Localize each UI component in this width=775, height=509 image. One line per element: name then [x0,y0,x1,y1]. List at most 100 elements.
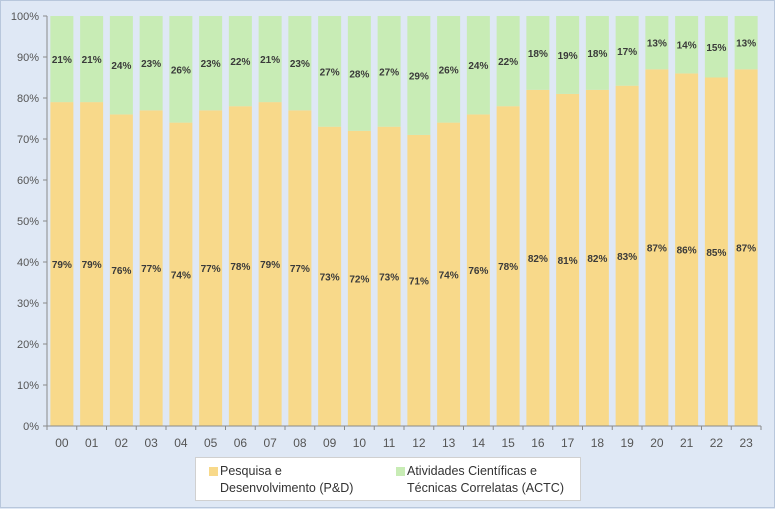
legend-label-rd: Pesquisa e Desenvolvimento (P&D) [220,463,395,497]
data-label-rd: 79% [82,260,102,271]
bar-rd [80,102,104,426]
x-axis: 00 01 02 03 04 05 06 07 08 09 10 11 12 13 14 15 16 17 18 19… [46,425,762,450]
data-label-actc: 26% [439,65,459,76]
bar-rd [675,73,699,427]
data-label-rd: 76% [468,266,488,277]
x-tick-label: 17 [561,436,575,450]
legend-label-actc-line1: Atividades Científicas e [407,464,537,478]
bar-actc [139,16,163,111]
data-label-rd: 78% [230,262,250,273]
x-tick-label: 09 [323,436,337,450]
data-label-rd: 76% [111,266,131,277]
x-tick-label: 22 [710,436,724,450]
x-tick-label: 16 [531,436,545,450]
data-label-actc: 23% [141,59,161,70]
x-tick-label: 20 [650,436,664,450]
data-label-actc: 14% [677,41,697,52]
data-label-rd: 78% [498,262,518,273]
data-label-actc: 22% [498,57,518,68]
y-tick-label: 10% [17,380,39,392]
data-label-rd: 82% [528,254,548,265]
y-tick-label: 60% [17,175,39,187]
legend-label-rd-line2: Desenvolvimento (P&D) [220,481,354,495]
legend-label-rd-line1: Pesquisa e [220,464,282,478]
bar-rd [228,106,252,426]
data-label-rd: 72% [349,274,369,285]
legend-swatch-rd [209,467,218,476]
bar-actc [437,16,461,123]
y-tick-label: 40% [17,257,39,269]
data-label-rd: 71% [409,276,429,287]
data-label-rd: 79% [52,260,72,271]
x-tick-label: 14 [472,436,486,450]
y-tick-label: 90% [17,52,39,64]
data-label-actc: 27% [320,67,340,78]
legend: Pesquisa e Desenvolvimento (P&D) Ativida… [195,457,581,501]
bar-actc [615,16,639,86]
bar-rd [139,110,163,427]
y-tick-label: 50% [17,216,39,228]
bar-rd [437,122,461,426]
bar-actc [228,16,252,107]
bar-actc [675,16,699,74]
bar-rd [109,114,133,427]
y-axis: 0% 10% 20% 30% 40% 50% 60% 70% 80% 90% 100% [11,11,48,433]
data-label-actc: 29% [409,71,429,82]
bar-rd [347,130,371,427]
y-tick-label: 80% [17,93,39,105]
data-label-actc: 21% [52,55,72,66]
data-label-actc: 24% [468,61,488,72]
data-label-actc: 18% [528,49,548,60]
bars: 79% 21% 79% 21% 76% 24% 77% 23% 74% 26% 77% 23% 78% 2… [50,16,758,427]
data-label-rd: 85% [706,248,726,259]
data-label-actc: 19% [558,51,578,62]
data-label-rd: 73% [320,272,340,283]
data-label-actc: 21% [260,55,280,66]
bar-actc [169,16,193,123]
bar-actc [347,16,371,131]
data-label-rd: 77% [290,264,310,275]
data-label-actc: 18% [587,49,607,60]
data-label-actc: 28% [349,69,369,80]
data-label-rd: 79% [260,260,280,271]
y-tick-label: 30% [17,298,39,310]
bar-actc [80,16,104,103]
data-label-actc: 21% [82,55,102,66]
bar-rd [496,106,520,426]
bar-actc [645,16,669,70]
data-label-rd: 81% [558,256,578,267]
bar-actc [526,16,550,90]
bar-rd [615,85,639,426]
data-label-rd: 87% [647,244,667,255]
bar-actc [407,16,431,135]
x-tick-label: 10 [353,436,367,450]
bar-actc [50,16,74,103]
bar-actc [466,16,490,115]
bar-rd [288,110,312,427]
data-label-rd: 82% [587,254,607,265]
x-tick-label: 13 [442,436,456,450]
y-tick-label: 0% [23,421,39,433]
data-label-rd: 77% [201,264,221,275]
bar-actc [318,16,342,127]
bar-rd [466,114,490,427]
bar-actc [704,16,728,78]
bar-rd [377,126,401,426]
bar-rd [169,122,193,426]
x-tick-label: 07 [263,436,277,450]
data-label-actc: 23% [290,59,310,70]
x-tick-label: 00 [55,436,69,450]
bar-rd [318,126,342,426]
bar-actc [377,16,401,127]
x-tick-label: 04 [174,436,188,450]
bar-actc [258,16,282,103]
x-tick-label: 11 [383,436,396,450]
x-tick-label: 12 [412,436,426,450]
x-tick-label: 01 [85,436,99,450]
bar-actc [556,16,580,94]
x-tick-label: 05 [204,436,218,450]
bar-rd [199,110,223,427]
x-tick-label: 15 [501,436,515,450]
data-label-actc: 23% [201,59,221,70]
bar-actc [496,16,520,107]
